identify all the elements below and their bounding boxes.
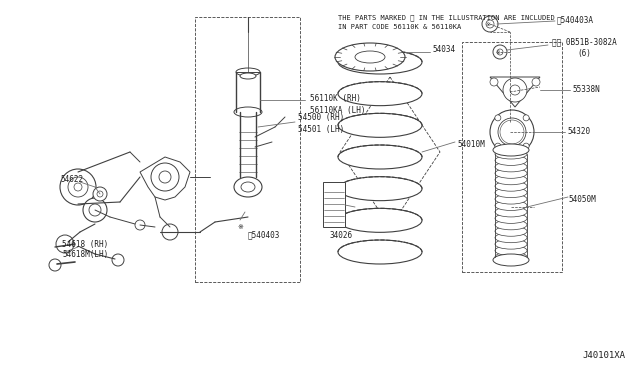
Ellipse shape [495,201,527,211]
Circle shape [503,123,521,141]
Polygon shape [490,77,540,107]
Text: 54050M: 54050M [568,195,596,203]
Ellipse shape [495,214,527,223]
Circle shape [93,187,107,201]
Bar [195,17,300,282]
Circle shape [97,191,103,197]
Text: (6): (6) [577,48,591,58]
Ellipse shape [495,187,527,198]
Circle shape [83,198,107,222]
Ellipse shape [495,181,527,191]
Circle shape [490,78,498,86]
Circle shape [523,115,529,121]
Circle shape [523,143,529,149]
Circle shape [60,169,96,205]
Ellipse shape [338,145,422,169]
Circle shape [68,177,88,197]
Circle shape [112,254,124,266]
Text: 54500 (RH): 54500 (RH) [298,112,344,122]
Ellipse shape [495,252,527,262]
Circle shape [503,78,527,102]
Circle shape [482,16,498,32]
Text: 55338N: 55338N [572,84,600,93]
Ellipse shape [495,233,527,243]
Ellipse shape [495,207,527,217]
Ellipse shape [495,246,527,256]
Circle shape [162,224,178,240]
Ellipse shape [241,182,255,192]
Circle shape [74,183,82,191]
Circle shape [498,118,526,146]
Text: ※Ⓝ 0B51B-3082A: ※Ⓝ 0B51B-3082A [552,38,617,46]
Ellipse shape [234,177,262,197]
Circle shape [495,143,501,149]
Circle shape [497,49,503,55]
Text: ※: ※ [237,224,243,230]
Ellipse shape [338,208,422,232]
Text: 56110KA (LH): 56110KA (LH) [310,106,365,115]
Text: ※540403: ※540403 [248,231,280,240]
Circle shape [49,259,61,271]
Text: THE PARTS MARKED ※ IN THE ILLUSTRATION ARE INCLUDED: THE PARTS MARKED ※ IN THE ILLUSTRATION A… [338,14,555,20]
Circle shape [89,204,101,216]
Ellipse shape [495,162,527,172]
Text: 34026: 34026 [330,231,353,240]
Ellipse shape [495,239,527,249]
Ellipse shape [335,43,405,71]
Ellipse shape [338,50,422,74]
Circle shape [159,171,171,183]
Ellipse shape [493,144,529,156]
Ellipse shape [495,175,527,185]
Ellipse shape [236,68,260,76]
Circle shape [495,115,501,121]
Text: 54010M: 54010M [457,140,484,148]
Text: IN PART CODE 56110K & 56110KA: IN PART CODE 56110K & 56110KA [338,24,461,30]
Circle shape [493,45,507,59]
Circle shape [486,20,494,28]
Ellipse shape [338,177,422,201]
Ellipse shape [338,82,422,106]
Ellipse shape [495,149,527,159]
Polygon shape [140,157,190,200]
Circle shape [56,235,74,253]
Circle shape [135,220,145,230]
Ellipse shape [495,194,527,204]
Ellipse shape [495,220,527,230]
Ellipse shape [495,168,527,178]
Text: J40101XA: J40101XA [582,351,625,360]
Circle shape [490,110,534,154]
Circle shape [510,85,520,95]
Text: 54618M(LH): 54618M(LH) [62,250,108,260]
Circle shape [500,120,524,144]
Text: ※: ※ [485,22,491,26]
Ellipse shape [240,73,256,79]
Circle shape [532,78,540,86]
Text: 56110K (RH): 56110K (RH) [310,93,361,103]
Text: 54622: 54622 [60,174,83,183]
Bar [323,182,345,227]
Text: 54618 (RH): 54618 (RH) [62,240,108,248]
Text: ※: ※ [496,49,500,55]
Circle shape [151,163,179,191]
Bar [462,42,562,272]
Ellipse shape [338,113,422,137]
Text: 54034: 54034 [432,45,455,54]
Text: 54320: 54320 [567,126,590,135]
Ellipse shape [493,254,529,266]
Ellipse shape [338,240,422,264]
Ellipse shape [495,155,527,166]
Text: 54501 (LH): 54501 (LH) [298,125,344,134]
Text: ※540403A: ※540403A [557,16,594,25]
Circle shape [506,126,518,138]
Ellipse shape [355,51,385,63]
Ellipse shape [495,226,527,236]
Ellipse shape [234,107,262,117]
